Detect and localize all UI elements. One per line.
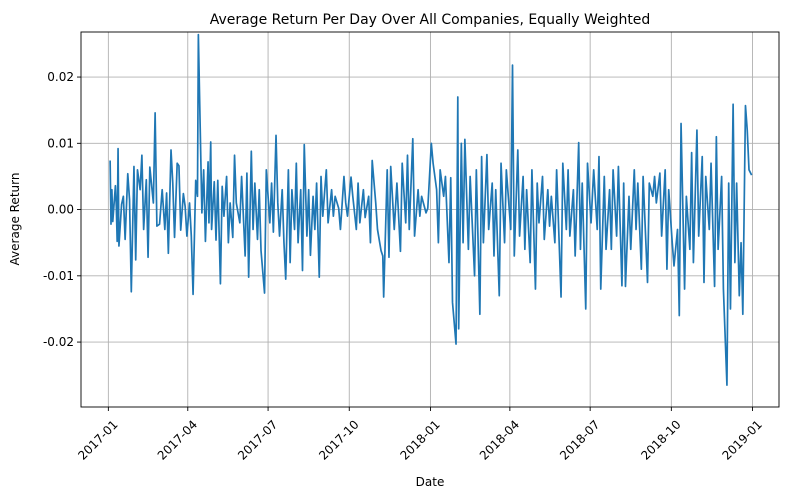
grid-layer: [81, 32, 779, 407]
y-tick-label: 0.00: [47, 203, 74, 217]
series-line: [109, 33, 753, 386]
y-tick-label: 0.02: [47, 70, 74, 84]
y-tick-label: -0.01: [43, 269, 74, 283]
y-axis: -0.02 -0.01 0.00 0.01 0.02: [43, 70, 81, 349]
y-axis-label: Average Return: [8, 173, 22, 266]
y-tick-label: 0.01: [47, 136, 74, 150]
chart-title: Average Return Per Day Over All Companie…: [210, 12, 651, 28]
x-axis-label: Date: [416, 475, 445, 489]
series-layer: [109, 33, 753, 386]
y-tick-label: -0.02: [43, 335, 74, 349]
